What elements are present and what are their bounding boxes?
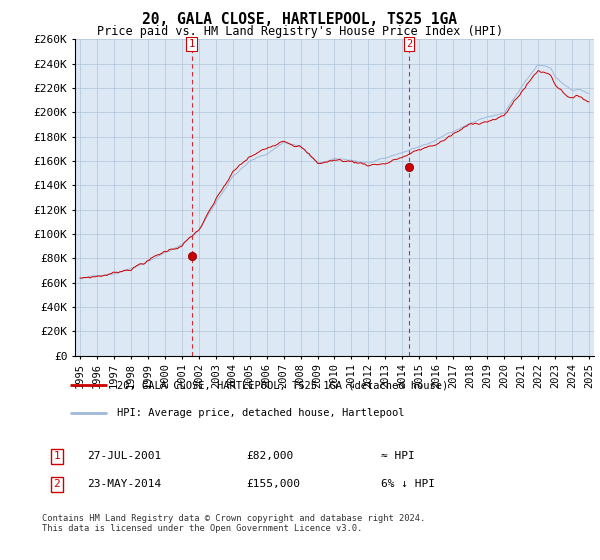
Text: 20, GALA CLOSE, HARTLEPOOL, TS25 1GA (detached house): 20, GALA CLOSE, HARTLEPOOL, TS25 1GA (de… bbox=[118, 380, 449, 390]
Text: £155,000: £155,000 bbox=[246, 479, 300, 489]
Text: 6% ↓ HPI: 6% ↓ HPI bbox=[381, 479, 435, 489]
Text: ≈ HPI: ≈ HPI bbox=[381, 451, 415, 461]
Text: £82,000: £82,000 bbox=[246, 451, 293, 461]
Text: 2: 2 bbox=[406, 39, 412, 49]
Text: 27-JUL-2001: 27-JUL-2001 bbox=[87, 451, 161, 461]
Text: 2: 2 bbox=[53, 479, 61, 489]
Text: Contains HM Land Registry data © Crown copyright and database right 2024.
This d: Contains HM Land Registry data © Crown c… bbox=[42, 514, 425, 534]
Text: 1: 1 bbox=[53, 451, 61, 461]
Text: Price paid vs. HM Land Registry's House Price Index (HPI): Price paid vs. HM Land Registry's House … bbox=[97, 25, 503, 38]
Text: 23-MAY-2014: 23-MAY-2014 bbox=[87, 479, 161, 489]
Text: 1: 1 bbox=[188, 39, 194, 49]
Text: 20, GALA CLOSE, HARTLEPOOL, TS25 1GA: 20, GALA CLOSE, HARTLEPOOL, TS25 1GA bbox=[143, 12, 458, 27]
Text: HPI: Average price, detached house, Hartlepool: HPI: Average price, detached house, Hart… bbox=[118, 408, 405, 418]
